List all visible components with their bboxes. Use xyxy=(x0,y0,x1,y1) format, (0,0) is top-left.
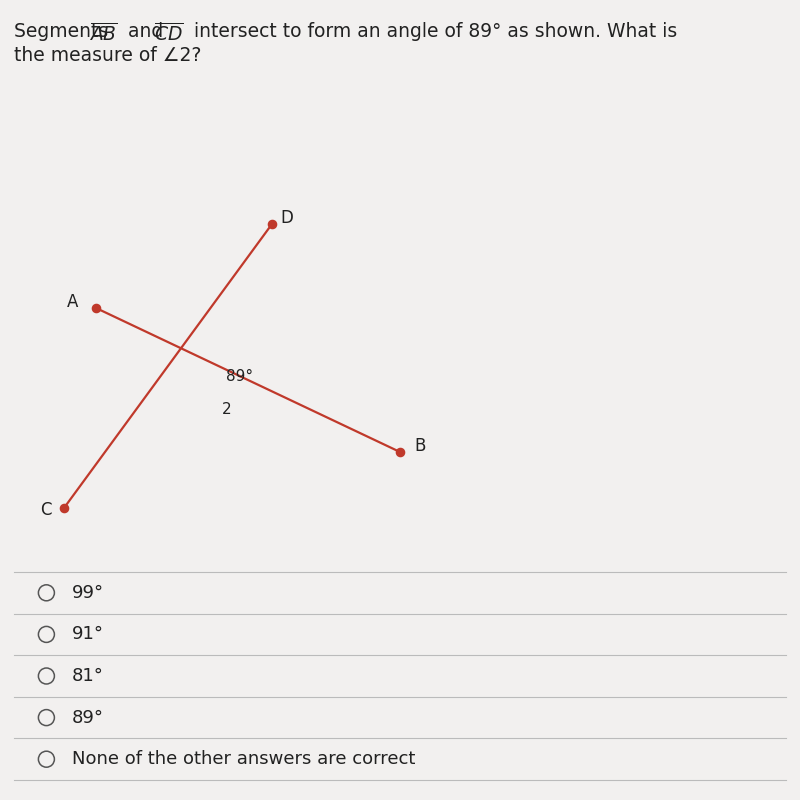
Text: and: and xyxy=(122,22,170,42)
Text: intersect to form an angle of 89° as shown. What is: intersect to form an angle of 89° as sho… xyxy=(188,22,678,42)
Text: 91°: 91° xyxy=(72,626,104,643)
Point xyxy=(58,502,70,514)
Text: $\overline{CD}$: $\overline{CD}$ xyxy=(154,22,184,44)
Text: Segments: Segments xyxy=(14,22,114,42)
Text: D: D xyxy=(280,209,293,226)
Point xyxy=(394,446,406,458)
Text: the measure of ∠2?: the measure of ∠2? xyxy=(14,46,202,65)
Text: 2: 2 xyxy=(222,402,231,418)
Text: A: A xyxy=(67,293,78,310)
Text: 89°: 89° xyxy=(226,369,254,384)
Point xyxy=(90,302,102,314)
Text: C: C xyxy=(40,501,51,518)
Text: None of the other answers are correct: None of the other answers are correct xyxy=(72,750,415,768)
Point xyxy=(266,218,278,230)
Text: 81°: 81° xyxy=(72,667,104,685)
Text: 99°: 99° xyxy=(72,584,104,602)
Text: 89°: 89° xyxy=(72,709,104,726)
Text: $\overline{AB}$: $\overline{AB}$ xyxy=(89,22,118,44)
Text: B: B xyxy=(414,437,426,454)
